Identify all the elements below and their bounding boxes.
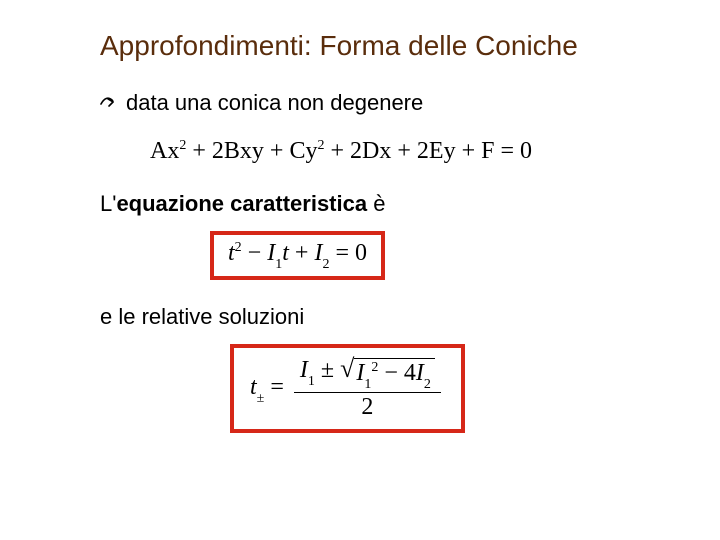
ce-s2: 2 (322, 257, 329, 272)
eq-x2: x (379, 138, 391, 164)
solutions-equation-wrap: t± = I1 ± √I12 − 4I2 2 (230, 344, 680, 433)
num-s1: 1 (308, 374, 315, 389)
eq-2D: 2D (350, 138, 379, 164)
char-prefix: L' (100, 191, 116, 216)
bullet-icon (100, 90, 126, 116)
char-suffix: è (367, 191, 385, 216)
eq-y1: y (305, 138, 317, 164)
ce-p: + (289, 240, 315, 266)
eq-p2: + (264, 138, 290, 164)
fraction: I1 ± √I12 − 4I2 2 (294, 358, 441, 419)
rad-I2: I (416, 360, 424, 386)
sqrt: √I12 − 4I2 (340, 358, 435, 390)
num-I1: I (300, 357, 308, 383)
solutions-line: e le relative soluzioni (100, 304, 680, 330)
eq-F: F (481, 138, 494, 164)
characteristic-equation-wrap: t2 − I1t + I2 = 0 (210, 231, 680, 280)
eq-x1: x (167, 138, 179, 164)
ce-s1: 1 (275, 257, 282, 272)
denominator: 2 (294, 393, 441, 419)
ce-t2: t (282, 240, 289, 266)
characteristic-line: L'equazione caratteristica è (100, 191, 680, 217)
eq-y2: y (444, 138, 456, 164)
eq-A: A (150, 138, 167, 164)
rad-s1: 1 (364, 377, 371, 392)
se-t: t (250, 374, 257, 400)
eq-2E: 2E (417, 138, 444, 164)
bullet-row: data una conica non degenere (100, 90, 680, 116)
rad-m4: − 4 (378, 360, 416, 386)
eq-2B: 2B (212, 138, 240, 164)
ce-sq: 2 (235, 240, 242, 255)
eq-p1: + (186, 138, 212, 164)
numerator: I1 ± √I12 − 4I2 (294, 358, 441, 393)
eq-p5: + (456, 138, 482, 164)
slide: Approfondimenti: Forma delle Coniche dat… (0, 0, 720, 540)
num-pm: ± (315, 357, 340, 383)
ce-eq0: = 0 (329, 240, 367, 266)
eq-p4: + (391, 138, 417, 164)
slide-title: Approfondimenti: Forma delle Coniche (100, 30, 680, 62)
eq-xy: xy (240, 138, 264, 164)
solutions-equation-box: t± = I1 ± √I12 − 4I2 2 (230, 344, 465, 433)
characteristic-equation-box: t2 − I1t + I2 = 0 (210, 231, 385, 280)
ce-m1: − (242, 240, 268, 266)
se-tpm: ± (257, 391, 265, 406)
rad-s2: 2 (424, 377, 431, 392)
char-bold: equazione caratteristica (116, 191, 367, 216)
bullet-text: data una conica non degenere (126, 90, 423, 116)
eq-C: C (289, 138, 305, 164)
conic-equation: Ax2 + 2Bxy + Cy2 + 2Dx + 2Ey + F = 0 (150, 138, 680, 165)
eq-p3: + (324, 138, 350, 164)
ce-t: t (228, 240, 235, 266)
radicand: I12 − 4I2 (354, 358, 435, 390)
se-eq: = (264, 374, 290, 400)
eq-eq0: = 0 (494, 138, 532, 164)
radical-icon: √ (340, 358, 354, 380)
